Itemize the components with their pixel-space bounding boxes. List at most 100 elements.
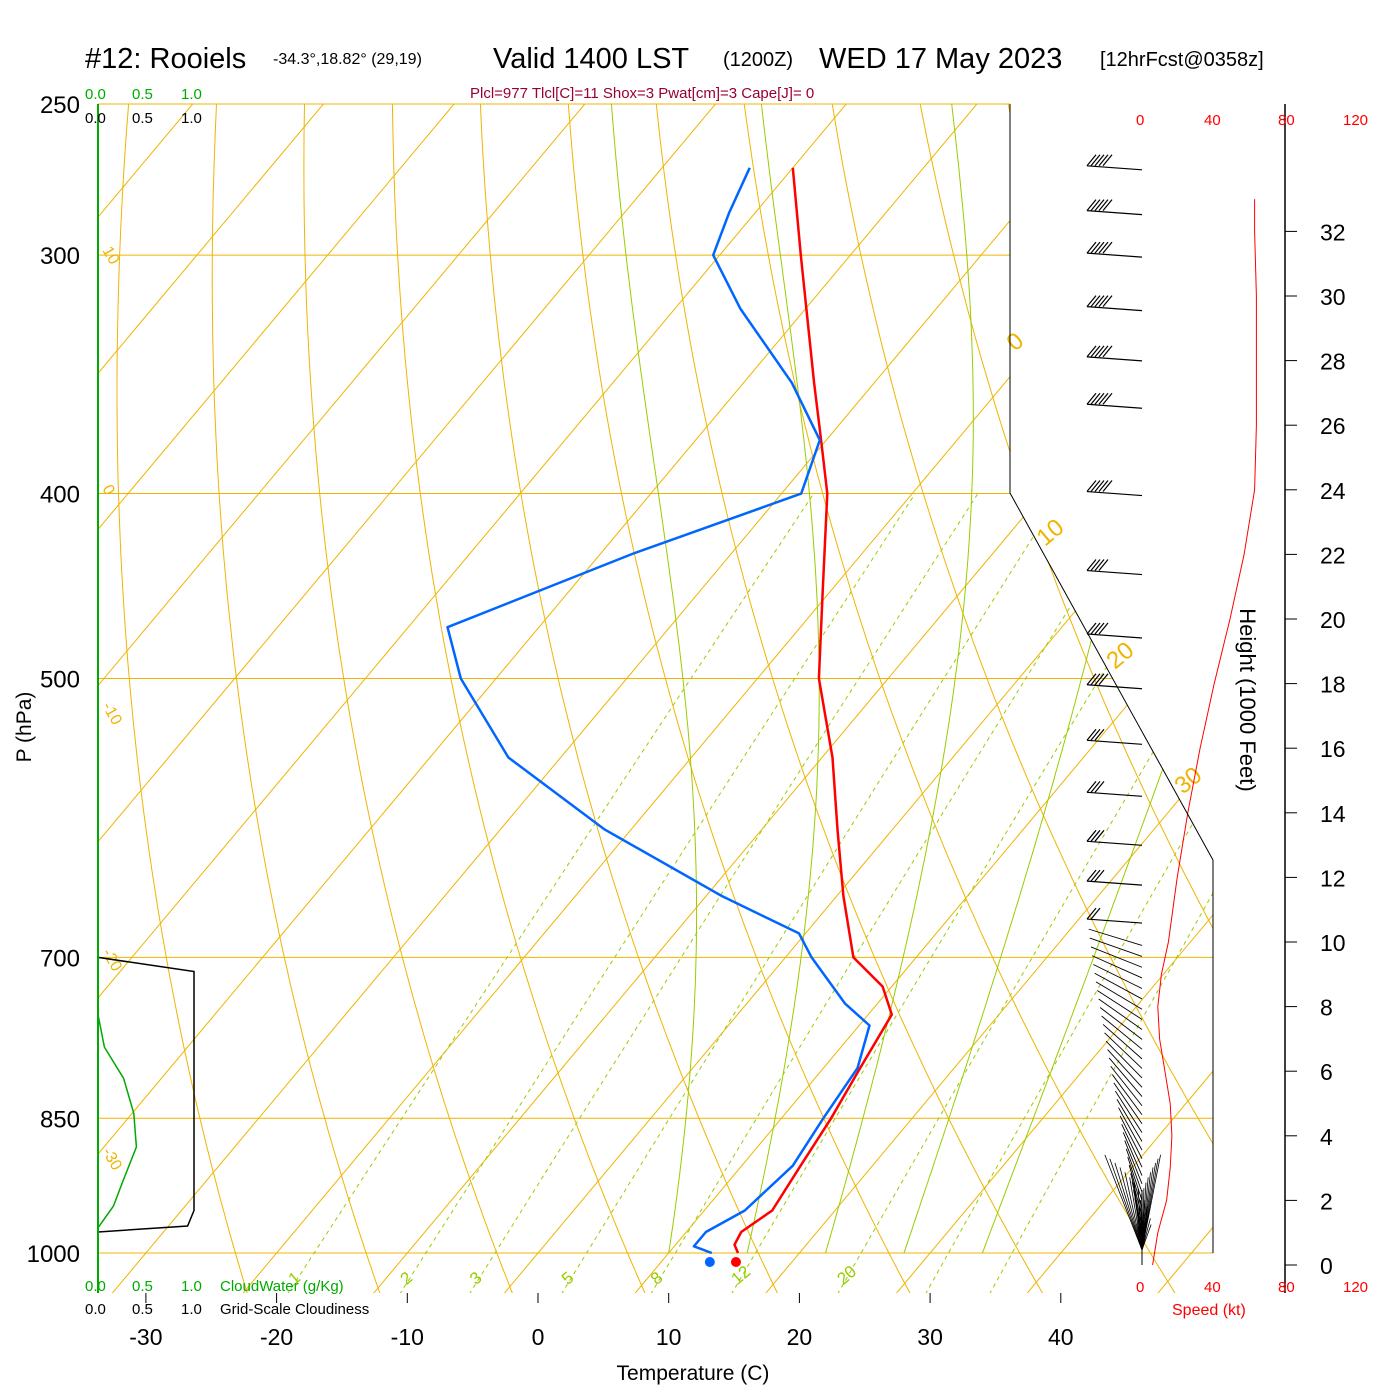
wind-barb-staff — [1086, 739, 1143, 745]
wind-barb-low — [1110, 1065, 1143, 1107]
dewpoint-profile — [446, 167, 871, 1255]
wind-barb-feather — [1090, 295, 1101, 307]
moist-adiabat — [610, 104, 698, 1254]
wind-barb-low — [1101, 1015, 1143, 1050]
wind-barb-feather — [1098, 345, 1109, 358]
wind-barb-feather — [1094, 345, 1105, 358]
wind-barb-surface — [1104, 1154, 1143, 1251]
height-tick-label-14: 14 — [1320, 801, 1346, 827]
isotherm-0 — [497, 104, 1213, 1293]
dry-adiabat — [739, 104, 1181, 1293]
wind-barb-feather — [1090, 480, 1101, 492]
cloudwater-scale-bottom-0: 0.0 — [85, 1278, 106, 1295]
pressure-tick-500: 500 — [40, 667, 80, 694]
height-tick-label-12: 12 — [1320, 865, 1346, 891]
cloudiness-scale-bottom-0: 0.0 — [85, 1301, 106, 1318]
height-tick-label-22: 22 — [1320, 542, 1346, 568]
wind-barb — [1086, 295, 1143, 312]
surface-temperature-dot — [730, 1257, 741, 1267]
wind-barb-low — [1090, 946, 1143, 968]
wind-barb-feather — [1098, 295, 1109, 307]
isotherm--70 — [98, 104, 614, 1293]
isotherm--80 — [98, 104, 483, 1293]
wind-barb-low — [1102, 1024, 1143, 1060]
wind-barb-feather — [1094, 780, 1105, 793]
wind-barb — [1086, 728, 1143, 745]
height-tick-label-8: 8 — [1320, 995, 1333, 1021]
wind-barb-feather — [1086, 154, 1097, 167]
moist-adiabat — [825, 104, 974, 1254]
height-tick-label-32: 32 — [1320, 219, 1346, 245]
speed-tick-top-1: 40 — [1204, 112, 1221, 129]
wind-barb-feather — [1090, 392, 1101, 405]
wind-barb-surface — [1137, 1224, 1143, 1251]
speed-tick-top-2: 80 — [1278, 112, 1295, 129]
wind-barb-feather — [1086, 392, 1097, 405]
wind-barb — [1086, 392, 1143, 409]
wind-barb-low — [1127, 1156, 1143, 1201]
mixing-ratio-label-2: 2 — [397, 1268, 416, 1289]
wind-barb-feather — [1098, 154, 1109, 167]
height-tick-label-20: 20 — [1320, 607, 1346, 633]
dry-adiabat — [565, 104, 915, 1293]
wind-barb-feather — [1090, 241, 1101, 254]
x-tick-label-30: 30 — [917, 1324, 943, 1350]
wind-barb-low — [1095, 981, 1143, 1010]
height-tick-label-6: 6 — [1320, 1059, 1333, 1085]
dry-adiabat — [478, 104, 782, 1293]
wind-barb-feather — [1094, 199, 1105, 211]
cloudiness-label: Grid-Scale Cloudiness — [220, 1301, 369, 1318]
wind-barb-feather — [1102, 480, 1113, 492]
pressure-tick-250: 250 — [40, 92, 80, 119]
mixing-ratio-label-5: 5 — [558, 1268, 577, 1289]
wind-barb-feather — [1094, 869, 1105, 882]
wind-barb-feather — [1090, 622, 1101, 635]
wind-barb-feather — [1090, 154, 1101, 167]
mixing-ratio-line-30 — [921, 493, 1213, 1293]
y-axis-title: P (hPa) — [13, 692, 36, 763]
mixing-ratio-line-8 — [645, 493, 1142, 1293]
wind-panel — [1086, 154, 1257, 1266]
wind-barb-feather — [1102, 199, 1113, 211]
wind-barb-staff — [1086, 880, 1143, 886]
wind-barb-feather — [1086, 345, 1097, 358]
height-axis-title: Height (1000 Feet) — [1235, 608, 1260, 791]
wind-barb-feather — [1094, 392, 1105, 405]
wind-barb-staff — [1086, 165, 1143, 171]
dry-adiabat — [211, 104, 384, 1293]
wind-barb-low — [1122, 1132, 1143, 1176]
zulu-time: (1200Z) — [723, 49, 793, 71]
wind-barb-low — [1111, 1074, 1143, 1116]
wind-barb-low — [1107, 1049, 1143, 1088]
cloudwater-profile — [97, 1014, 138, 1229]
wind-barb-staff — [1086, 210, 1143, 216]
wind-barb-staff — [1086, 633, 1143, 639]
dry-adiabat — [1174, 104, 1213, 1293]
speed-tick-top-3: 120 — [1343, 112, 1368, 129]
isotherm-label-right-30: 30 — [1170, 762, 1208, 800]
wind-barb-low — [1118, 1107, 1143, 1151]
wind-barb-feather — [1086, 622, 1097, 635]
wind-barb-low — [1124, 1140, 1143, 1185]
wind-barb-staff — [1086, 403, 1143, 409]
wind-barb-surface — [1114, 1162, 1143, 1251]
wind-barb-low — [1093, 964, 1143, 989]
mixing-ratio-line-5 — [556, 493, 1062, 1293]
wind-barb-low — [1108, 1057, 1143, 1097]
height-tick-label-10: 10 — [1320, 930, 1346, 956]
moist-adiabats — [610, 104, 1213, 1254]
wind-barb — [1086, 559, 1143, 576]
wind-barb-staff — [1086, 569, 1143, 576]
speed-tick-bottom-2: 80 — [1278, 1279, 1295, 1296]
mixing-ratio-lines: 1 2 3 5 8 12 20 — [282, 493, 1213, 1293]
temperature-profile — [733, 167, 894, 1254]
dry-adiabat — [1349, 70, 1400, 1301]
isotherm-label-right-10: 10 — [1032, 514, 1070, 552]
height-tick-label-18: 18 — [1320, 672, 1346, 698]
wind-barb — [1086, 829, 1143, 846]
height-tick-label-2: 2 — [1320, 1188, 1333, 1214]
speed-tick-bottom-3: 120 — [1343, 1279, 1368, 1296]
wind-barb — [1086, 869, 1143, 886]
moist-adiabat — [981, 104, 1213, 1254]
wind-barb-feather — [1090, 559, 1101, 571]
